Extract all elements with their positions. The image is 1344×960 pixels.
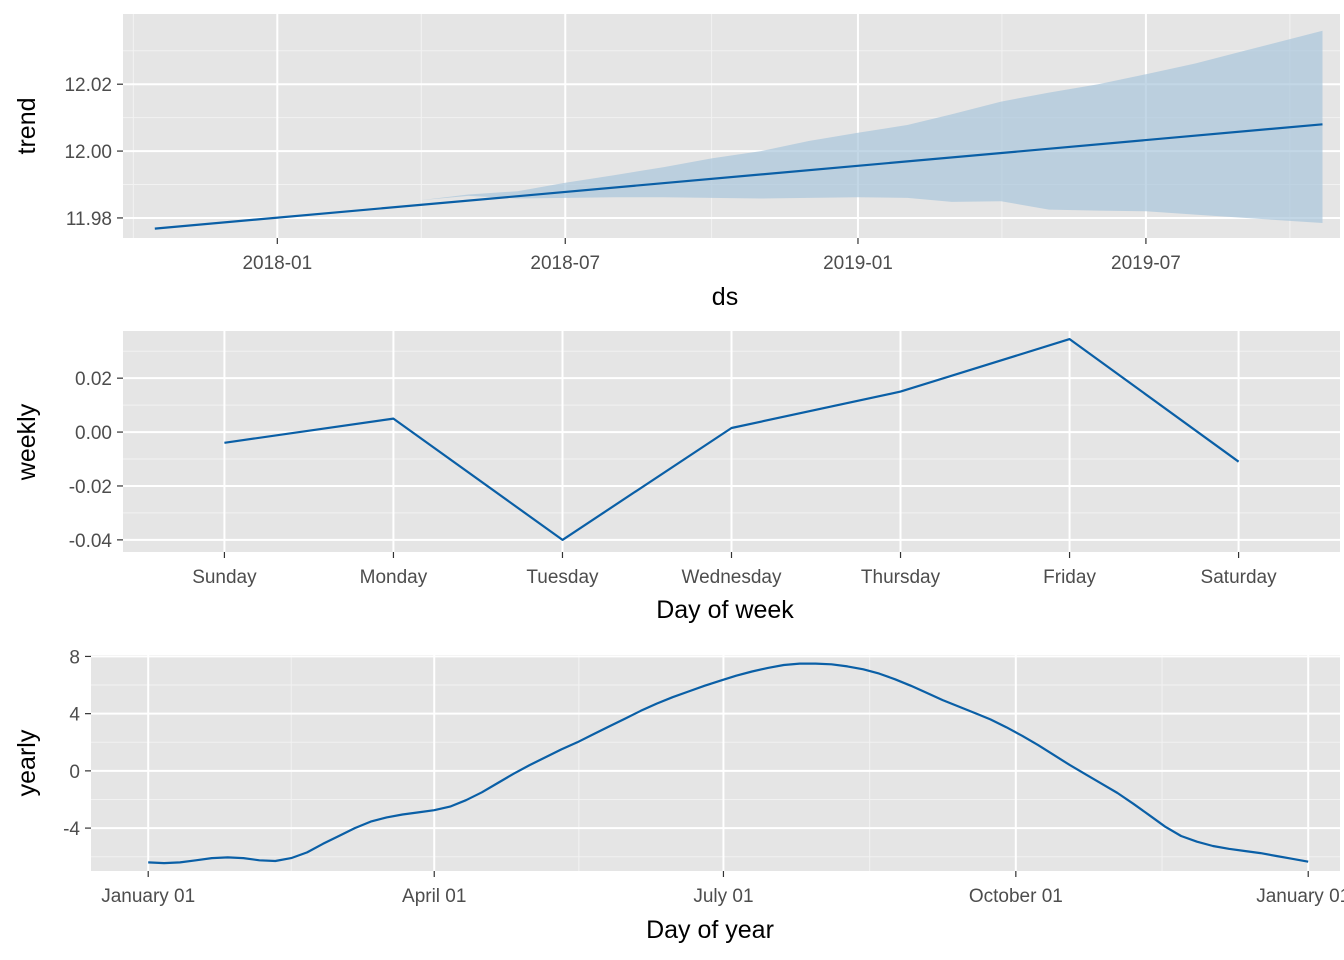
y-tick-label: -4 (63, 819, 80, 840)
x-tick-label: October 01 (969, 886, 1063, 907)
trend-uncertainty-band (154, 30, 1323, 229)
weekly-x-axis-title: Day of week (656, 596, 794, 624)
x-tick-label: Tuesday (526, 567, 599, 588)
x-tick-label: Sunday (192, 567, 257, 588)
trend-series (154, 123, 1323, 230)
weekly-gridlines (123, 331, 1340, 552)
trend-line (154, 123, 1323, 230)
x-tick-label: January 01 (1256, 886, 1344, 907)
weekly-series (224, 338, 1240, 542)
y-tick-label: 0.00 (75, 423, 112, 444)
yearly-gridlines (91, 655, 1340, 871)
weekly-y-axis-title: weekly (13, 403, 41, 481)
x-tick-label: 2019-01 (823, 253, 893, 274)
x-tick-label: 2019-07 (1111, 253, 1181, 274)
yearly-x-axis-title: Day of year (646, 916, 774, 944)
yearly-line (148, 662, 1309, 865)
y-tick-label: 0.02 (75, 369, 112, 390)
yearly-y-axis-title: yearly (13, 729, 41, 796)
yearly-axis-ticks: January 01 April 01 July 01 October 01 Janua… (63, 647, 1344, 907)
yearly-series (148, 662, 1309, 865)
y-tick-label: 12.02 (64, 75, 112, 96)
x-tick-label: 2018-01 (242, 253, 312, 274)
y-tick-label: 4 (69, 705, 80, 726)
yearly-panel: January 01 April 01 July 01 October 01 Janua… (13, 647, 1344, 944)
y-tick-label: -0.02 (69, 477, 112, 498)
weekly-axis-ticks: Sunday Monday Tuesday Wednesday Thursday Frid… (69, 369, 1277, 588)
trend-axis-ticks: 2018-01 2018-07 2019-01 2019-07 11.98 12.00 12… (64, 75, 1180, 274)
x-tick-label: Wednesday (682, 567, 782, 588)
x-tick-label: Friday (1043, 567, 1096, 588)
x-tick-label: Saturday (1201, 567, 1278, 588)
x-tick-label: July 01 (693, 886, 753, 907)
x-tick-label: Monday (360, 567, 428, 588)
y-tick-label: 0 (69, 762, 80, 783)
weekly-panel: Sunday Monday Tuesday Wednesday Thursday Frid… (13, 331, 1340, 624)
y-tick-label: 11.98 (66, 209, 112, 230)
y-tick-label: -0.04 (69, 531, 113, 552)
y-tick-label: 12.00 (64, 142, 112, 163)
trend-y-axis-title: trend (13, 98, 41, 155)
weekly-line (224, 338, 1240, 542)
yearly-plot-background (91, 655, 1340, 871)
y-tick-label: 8 (69, 647, 80, 668)
x-tick-label: January 01 (101, 886, 195, 907)
x-tick-label: 2018-07 (530, 253, 600, 274)
trend-x-axis-title: ds (712, 283, 738, 311)
x-tick-label: Thursday (861, 567, 941, 588)
x-tick-label: April 01 (402, 886, 466, 907)
trend-gridlines (123, 14, 1340, 238)
trend-panel: 2018-01 2018-07 2019-01 2019-07 11.98 12.00 12… (13, 14, 1340, 311)
